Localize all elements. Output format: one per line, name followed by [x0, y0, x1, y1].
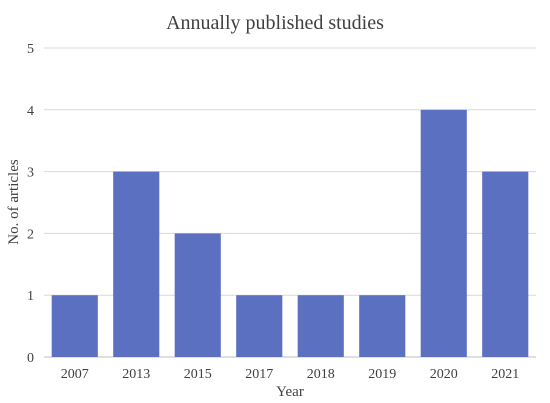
bar-2017: [236, 295, 283, 357]
y-axis-ticks: 0 1 2 3 4 5: [27, 42, 34, 366]
bar-2007: [51, 295, 98, 357]
y-tick-label: 2: [27, 227, 34, 242]
x-tick-label: 2020: [430, 367, 458, 382]
y-tick-label: 3: [27, 166, 34, 181]
chart-title: Annually published studies: [166, 12, 384, 34]
bar-2019: [359, 295, 406, 357]
bar-2013: [113, 171, 160, 357]
y-tick-label: 0: [27, 351, 34, 366]
bar-2018: [297, 295, 344, 357]
x-tick-label: 2021: [491, 367, 519, 382]
x-tick-label: 2013: [122, 367, 150, 382]
x-axis-label: Year: [276, 384, 304, 400]
bar-2020: [420, 109, 467, 357]
y-tick-label: 5: [27, 42, 34, 57]
y-tick-label: 1: [27, 289, 34, 304]
bar-2021: [482, 171, 529, 357]
y-axis-label: No. of articles: [6, 159, 22, 245]
x-tick-label: 2018: [307, 367, 335, 382]
bars: [51, 109, 529, 357]
x-tick-label: 2015: [184, 367, 212, 382]
x-axis-ticks: 2007 2013 2015 2017 2018 2019 2020 2021: [61, 367, 520, 382]
x-tick-label: 2019: [368, 367, 396, 382]
x-tick-label: 2017: [245, 367, 273, 382]
bar-2015: [174, 233, 221, 357]
x-tick-label: 2007: [61, 367, 89, 382]
y-tick-label: 4: [27, 104, 34, 119]
